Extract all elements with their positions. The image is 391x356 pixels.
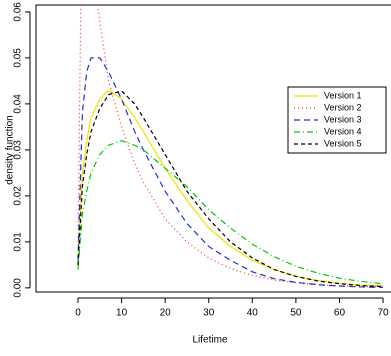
y-tick-label: 0.01 (13, 232, 24, 252)
x-tick-label: 30 (203, 308, 215, 319)
legend-label: Version 3 (324, 114, 362, 124)
series-line (77, 140, 384, 285)
x-tick-label: 10 (116, 308, 128, 319)
series-line (77, 90, 384, 288)
x-tick-label: 40 (247, 308, 259, 319)
series-line (77, 57, 384, 289)
y-tick-label: 0.03 (13, 140, 24, 160)
y-tick-label: 0.00 (13, 278, 24, 298)
y-tick-label: 0.02 (13, 186, 24, 206)
y-tick-label: 0.06 (13, 2, 24, 22)
y-tick-label: 0.05 (13, 48, 24, 68)
x-tick-label: 50 (290, 308, 302, 319)
series-line (77, 89, 384, 287)
legend-label: Version 1 (324, 90, 362, 100)
x-tick-label: 60 (334, 308, 346, 319)
legend-label: Version 4 (324, 126, 362, 136)
x-axis-title: Lifetime (192, 335, 227, 346)
plot-box (35, 4, 391, 293)
x-tick-label: 20 (160, 308, 172, 319)
y-tick-label: 0.04 (13, 94, 24, 114)
x-tick-label: 70 (377, 308, 389, 319)
y-axis-title: density function (5, 115, 16, 185)
legend-label: Version 2 (324, 102, 362, 112)
x-tick-label: 0 (75, 308, 81, 319)
plot-area (77, 5, 384, 289)
legend-label: Version 5 (324, 138, 362, 148)
